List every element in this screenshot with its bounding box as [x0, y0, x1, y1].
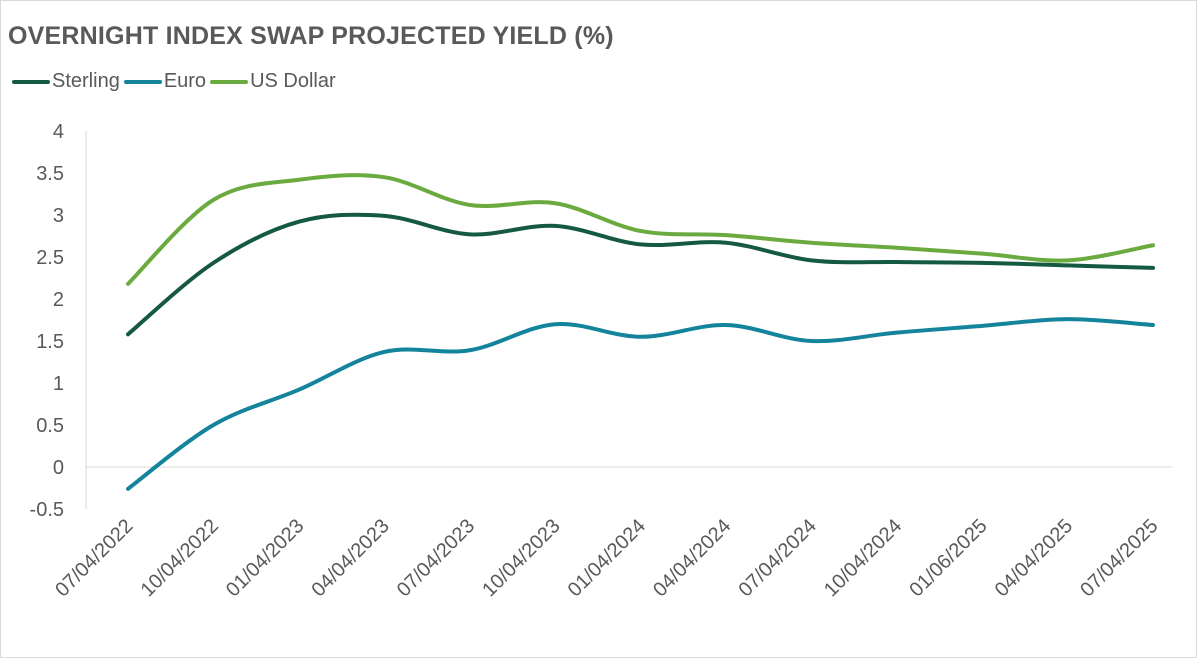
legend-item-us-dollar: US Dollar [210, 70, 336, 93]
x-tick-label: 07/04/2025 [1076, 515, 1162, 601]
series-lines [126, 173, 1155, 491]
y-tick-label: 2.5 [36, 247, 64, 269]
legend-label-euro: Euro [163, 70, 207, 92]
axes [85, 131, 1172, 509]
y-tick-label: 1.5 [36, 331, 64, 353]
chart-title: OVERNIGHT INDEX SWAP PROJECTED YIELD (%) [8, 22, 614, 50]
x-tick-label: 07/04/2024 [735, 515, 821, 601]
series-line-sterling [126, 212, 1155, 337]
series-line-us-dollar [126, 173, 1155, 286]
x-tick-label: 10/04/2023 [478, 515, 564, 601]
x-tick-label: 07/04/2022 [51, 515, 137, 601]
x-tick-label: 04/04/2024 [649, 515, 735, 601]
x-tick-label: 04/04/2025 [991, 515, 1077, 601]
y-tick-label: 3 [53, 205, 64, 227]
x-tick-label: 04/04/2023 [307, 515, 393, 601]
legend-swatch-euro [123, 79, 162, 84]
x-tick-label: 10/04/2024 [820, 515, 906, 601]
legend-label-us-dollar: US Dollar [250, 70, 336, 92]
series-line-euro [126, 317, 1155, 491]
y-tick-label: -0.5 [30, 499, 64, 521]
legend: Sterling Euro US Dollar [12, 70, 340, 93]
y-tick-label: 3.5 [36, 163, 64, 185]
legend-item-sterling: Sterling [12, 70, 120, 93]
x-tick-label: 01/06/2025 [905, 515, 991, 601]
legend-swatch-us-dollar [210, 79, 249, 84]
x-axis-ticks: 07/04/2022 10/04/2022 01/04/2023 04/04/2023… [51, 515, 1162, 601]
x-tick-label: 07/04/2023 [393, 515, 479, 601]
x-tick-label: 01/04/2023 [222, 515, 308, 601]
legend-label-sterling: Sterling [52, 70, 120, 92]
y-tick-label: 0.5 [36, 415, 64, 437]
y-tick-label: 1 [53, 373, 64, 395]
x-tick-label: 01/04/2024 [564, 515, 650, 601]
legend-item-euro: Euro [123, 70, 207, 93]
y-tick-label: 2 [53, 289, 64, 311]
y-axis-ticks: -0.5 0 0.5 1 1.5 2 2.5 3 3.5 4 [30, 121, 64, 521]
y-tick-label: 4 [53, 121, 64, 143]
legend-swatch-sterling [12, 79, 50, 84]
y-tick-label: 0 [53, 457, 64, 479]
x-tick-label: 10/04/2022 [137, 515, 223, 601]
